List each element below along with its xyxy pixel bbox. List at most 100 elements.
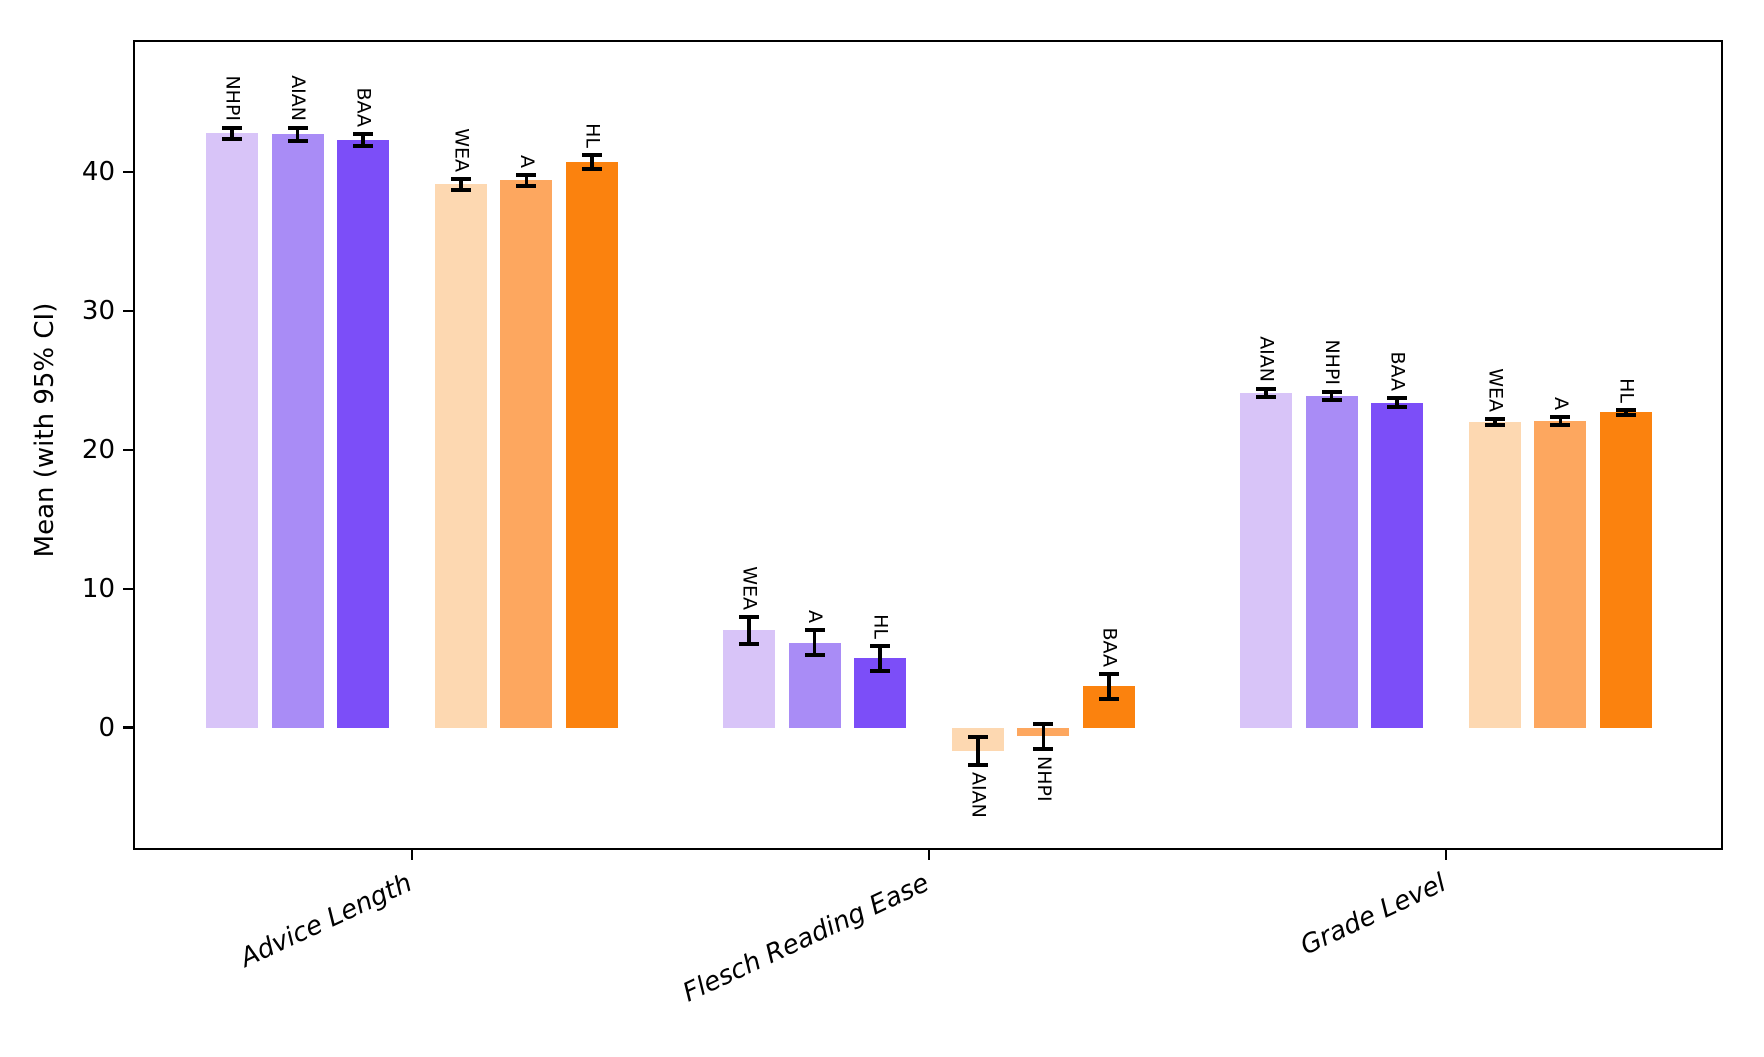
bar-label: A xyxy=(1549,396,1572,410)
error-bar xyxy=(590,155,594,170)
error-bar-cap xyxy=(222,136,242,141)
bar xyxy=(1371,402,1424,728)
x-tick xyxy=(410,850,414,860)
error-bar-cap xyxy=(353,132,374,137)
bar-label: WEA xyxy=(450,128,473,172)
error-bar-cap xyxy=(1256,395,1276,400)
x-tick-label: Flesch Reading Ease xyxy=(678,868,934,1009)
error-bar-cap xyxy=(1387,396,1408,401)
bar-label: HL xyxy=(1615,377,1638,403)
error-bar-cap xyxy=(804,653,825,658)
x-tick xyxy=(927,850,931,860)
error-bar xyxy=(976,737,980,766)
y-tick xyxy=(123,309,133,313)
error-bar xyxy=(812,630,817,656)
error-bar xyxy=(1558,416,1563,425)
bar-label: HL xyxy=(869,613,892,639)
error-bar-cap xyxy=(1616,413,1636,418)
error-bar xyxy=(878,645,882,671)
error-bar xyxy=(230,127,234,139)
error-bar xyxy=(459,178,463,191)
error-bar-cap xyxy=(222,125,242,130)
error-bar-cap xyxy=(1616,407,1636,412)
bar xyxy=(1534,420,1587,728)
error-bar-cap xyxy=(1484,422,1505,427)
error-bar-cap xyxy=(1484,417,1505,422)
bar xyxy=(1305,395,1358,728)
bar-label: NHPI xyxy=(1032,755,1055,802)
bar xyxy=(1468,422,1521,728)
error-bar-cap xyxy=(967,763,988,768)
bar xyxy=(566,162,618,728)
bar-label: WEA xyxy=(738,565,761,610)
error-bar-cap xyxy=(582,153,602,158)
y-tick xyxy=(123,726,133,729)
bar-label: AIAN xyxy=(1255,335,1278,382)
error-bar-cap xyxy=(450,188,471,193)
error-bar-cap xyxy=(287,125,308,130)
y-tick xyxy=(123,170,133,174)
error-bar-cap xyxy=(967,735,988,740)
x-tick-label: Grade Level xyxy=(1296,868,1451,962)
error-bar-cap xyxy=(1099,671,1119,676)
x-tick xyxy=(1444,850,1448,860)
error-bar xyxy=(361,134,365,146)
plot-area xyxy=(133,40,1723,850)
y-tick xyxy=(123,448,133,452)
y-tick-label: 0 xyxy=(98,712,115,743)
bar-label: A xyxy=(804,610,827,624)
error-bar xyxy=(1624,409,1628,416)
error-bar-cap xyxy=(1550,414,1571,419)
bar-label: NHPI xyxy=(1321,338,1344,385)
error-bar xyxy=(1041,723,1046,749)
bar xyxy=(500,180,553,728)
error-bar-cap xyxy=(353,143,374,148)
y-tick-label: 30 xyxy=(81,295,115,326)
error-bar-cap xyxy=(739,642,759,647)
error-bar-cap xyxy=(1033,746,1054,751)
bar xyxy=(271,134,324,728)
y-tick-label: 40 xyxy=(81,156,115,187)
bar-label: AIAN xyxy=(967,772,990,819)
y-tick-label: 10 xyxy=(81,573,115,604)
bar-label: A xyxy=(515,154,538,168)
error-bar-cap xyxy=(870,668,891,673)
y-tick xyxy=(123,587,133,591)
error-bar-cap xyxy=(516,183,537,188)
bar xyxy=(206,133,258,728)
bar xyxy=(434,184,487,728)
error-bar-cap xyxy=(450,176,471,181)
error-bar-cap xyxy=(870,643,891,648)
error-bar-cap xyxy=(582,167,602,172)
bar-label: WEA xyxy=(1484,368,1507,413)
error-bar-cap xyxy=(1550,422,1571,427)
error-bar-cap xyxy=(739,614,759,619)
y-axis-label: Mean (with 95% CI) xyxy=(30,302,60,558)
error-bar-cap xyxy=(1321,397,1342,402)
x-tick-label: Advice Length xyxy=(235,868,417,974)
bar xyxy=(723,630,775,728)
bar xyxy=(1240,392,1292,728)
bar-label: BAA xyxy=(352,87,375,128)
bar-label: BAA xyxy=(1386,351,1409,392)
error-bar-cap xyxy=(516,172,537,177)
error-bar-cap xyxy=(1256,386,1276,391)
error-bar xyxy=(1107,673,1111,699)
error-bar xyxy=(1493,419,1497,425)
error-bar xyxy=(747,616,751,645)
error-bar xyxy=(524,174,529,186)
error-bar xyxy=(1264,388,1268,398)
y-tick-label: 20 xyxy=(81,434,115,465)
bar-label: NHPI xyxy=(221,74,244,121)
error-bar-cap xyxy=(804,628,825,633)
error-bar xyxy=(1395,398,1399,407)
bar-label: HL xyxy=(581,123,604,149)
bar-label: AIAN xyxy=(287,74,310,121)
error-bar-cap xyxy=(1033,721,1054,726)
error-bar xyxy=(1329,391,1334,400)
error-bar-cap xyxy=(1387,404,1408,409)
error-bar-cap xyxy=(287,139,308,144)
bar xyxy=(337,140,390,728)
error-bar-cap xyxy=(1321,389,1342,394)
